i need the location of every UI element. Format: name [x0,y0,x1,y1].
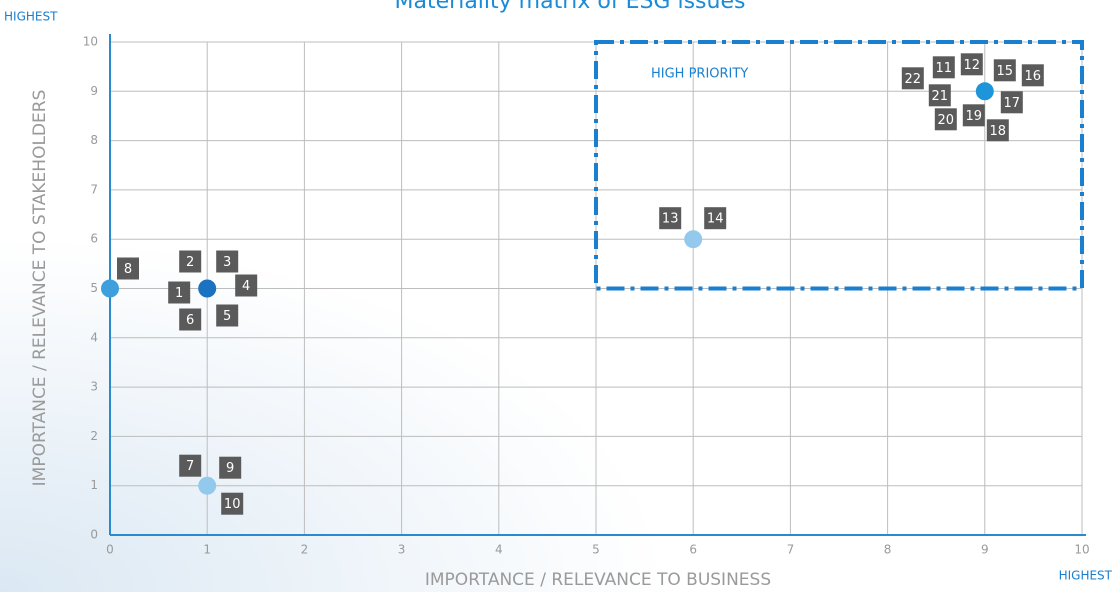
y-tick-label: 6 [90,232,98,246]
high-priority-label: HIGH PRIORITY [651,67,748,82]
x-tick-label: 5 [592,543,600,557]
issue-number: 6 [186,313,194,328]
y-tick-label: 1 [90,478,98,492]
issue-number: 8 [124,262,132,277]
x-end-label: HIGHEST [1059,569,1113,583]
x-tick-label: 2 [301,543,309,557]
issue-number: 18 [990,124,1007,139]
y-tick-label: 5 [90,281,98,295]
y-tick-label: 4 [90,330,98,344]
issue-number: 5 [223,309,231,324]
chart: Materiality matrix of ESG issues HIGHEST… [0,0,1116,592]
issue-number: 21 [932,89,949,104]
y-tick-label: 8 [90,133,98,147]
x-tick-label: 8 [884,543,892,557]
issue-number: 22 [905,72,922,87]
point [684,230,702,248]
issue-number: 16 [1025,69,1042,84]
issue-number: 3 [223,255,231,270]
point [198,477,216,495]
point [101,280,119,298]
issue-number: 10 [224,497,241,512]
y-axis-label: IMPORTANCE / RELEVANCE TO STAKEHOLDERS [30,90,50,487]
x-tick-label: 9 [981,543,989,557]
issue-number: 11 [936,61,953,76]
issue-number: 2 [186,255,194,270]
y-tick-label: 0 [90,528,98,542]
issue-number: 19 [966,109,983,124]
issue-number: 14 [707,212,724,227]
issue-number: 17 [1004,96,1021,111]
x-tick-label: 1 [203,543,211,557]
point [198,280,216,298]
issue-number: 4 [242,279,250,294]
x-tick-label: 6 [689,543,697,557]
y-tick-label: 10 [83,35,98,49]
issue-number: 7 [186,459,194,474]
issue-number: 9 [226,461,234,476]
y-tick-label: 9 [90,84,98,98]
x-tick-label: 10 [1074,543,1089,557]
issue-number: 20 [938,113,955,128]
x-tick-label: 3 [398,543,406,557]
y-tick-label: 2 [90,429,98,443]
chart-title: Materiality matrix of ESG issues [395,0,746,14]
issue-number: 13 [662,212,679,227]
x-axis-label: IMPORTANCE / RELEVANCE TO BUSINESS [425,570,771,590]
x-tick-label: 7 [787,543,795,557]
issue-number: 12 [964,58,981,73]
issue-number: 15 [997,64,1014,79]
y-tick-label: 3 [90,380,98,394]
x-tick-label: 0 [106,543,114,557]
issue-number: 1 [175,286,183,301]
page: Materiality matrix of ESG issues HIGHEST… [0,0,1116,592]
point [976,82,994,100]
x-tick-label: 4 [495,543,503,557]
y-end-label: HIGHEST [4,10,58,24]
y-tick-label: 7 [90,182,98,196]
